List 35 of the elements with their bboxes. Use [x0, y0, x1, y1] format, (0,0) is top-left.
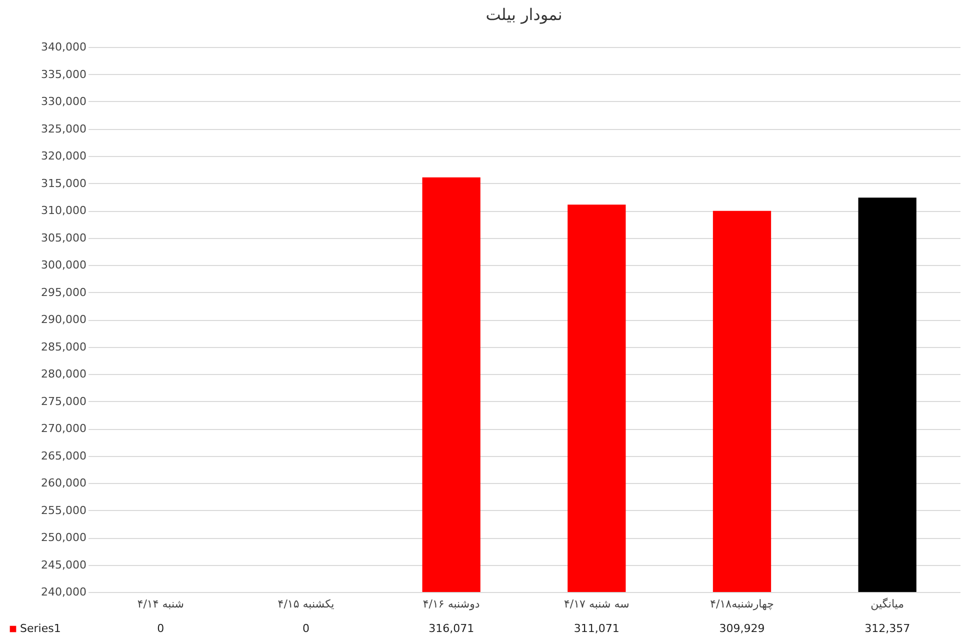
y-tick-label: 340,000	[41, 40, 86, 54]
x-tick-label: چهارشنبه۴/۱۸	[710, 598, 774, 610]
y-tick-label: 280,000	[41, 368, 86, 380]
y-tick-label: 270,000	[41, 422, 86, 435]
y-tick-label: 305,000	[41, 231, 86, 244]
y-tick-label: 285,000	[41, 340, 86, 354]
legend-label: Series1	[20, 622, 61, 635]
text: 0	[302, 622, 310, 635]
data-label: 316,071	[428, 622, 474, 635]
chart-title: نمودار بیلت	[486, 5, 562, 24]
data-label: 311,071	[574, 622, 620, 635]
y-tick-label: 255,000	[41, 504, 86, 517]
y-tick-label: 250,000	[41, 531, 86, 544]
y-tick-label: 295,000	[41, 286, 86, 299]
x-tick-label: یکشنبه ۴/۱۵	[278, 598, 334, 610]
x-tick-label: میانگین	[870, 598, 904, 610]
x-tick-label: دوشنبه ۴/۱۶	[422, 598, 480, 610]
y-tick-label: 245,000	[41, 558, 86, 572]
y-tick-label: 310,000	[41, 204, 86, 217]
y-tick-label: 275,000	[41, 394, 86, 408]
x-tick-label: سه شنبه ۴/۱۷	[564, 598, 630, 610]
y-tick-label: 315,000	[41, 176, 86, 190]
data-label: 312,357	[864, 622, 910, 635]
data-label: 309,929	[719, 622, 765, 635]
y-tick-label: 240,000	[41, 586, 86, 598]
text: 0	[157, 622, 164, 635]
y-tick-label: 335,000	[41, 68, 86, 81]
y-tick-label: 290,000	[41, 313, 86, 326]
y-tick-label: 325,000	[41, 122, 86, 136]
y-tick-label: 260,000	[41, 476, 86, 490]
y-tick-label: 265,000	[41, 449, 86, 462]
y-tick-label: 300,000	[41, 258, 86, 272]
y-tick-label: 330,000	[41, 95, 86, 108]
x-tick-label: شنبه ۴/۱۴	[137, 598, 184, 610]
y-tick-label: 320,000	[41, 150, 86, 162]
